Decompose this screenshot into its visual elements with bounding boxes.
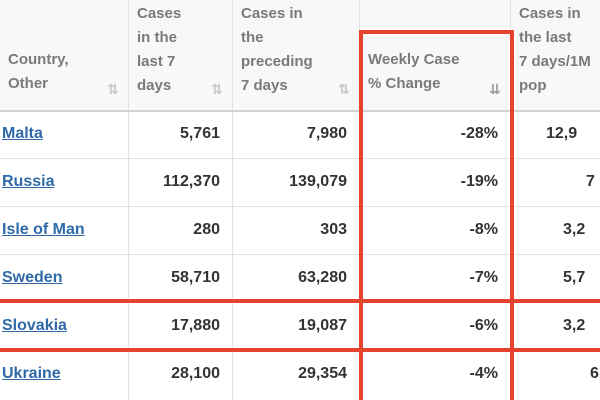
cases-per-million-value: 6 [590, 365, 599, 382]
header-country-line: Country, [8, 51, 69, 68]
cases-preceding-7-days-value: 19,087 [298, 317, 347, 334]
cases-preceding-7-days-value: 303 [320, 221, 347, 238]
header-cases-last-7-days[interactable]: Cases in the last 7 days ⇅ [129, 0, 232, 110]
country-link[interactable]: Isle of Man [2, 221, 85, 238]
cases-per-million-value: 3,2 [563, 317, 586, 334]
header-line: pop [519, 77, 547, 94]
header-line: % Change [368, 75, 441, 92]
header-line: Cases in [241, 5, 303, 22]
header-cases-preceding-7-days[interactable]: Cases in the preceding 7 days ⇅ [233, 0, 359, 110]
cases-last-7-days-value: 5,761 [179, 125, 220, 142]
weekly-change-value: -28% [460, 125, 498, 142]
header-line: Cases in [519, 5, 581, 22]
cases-per-million-value: 5,7 [563, 269, 586, 286]
row-divider [0, 158, 600, 159]
weekly-change-value: -4% [469, 365, 498, 382]
header-line: the [241, 29, 264, 46]
country-link[interactable]: Malta [2, 125, 43, 142]
cases-preceding-7-days-value: 29,354 [298, 365, 347, 382]
column-divider [128, 0, 129, 400]
sort-arrows-icon[interactable]: ⇅ [211, 81, 223, 97]
sort-arrows-icon[interactable]: ⇅ [338, 81, 350, 97]
cases-preceding-7-days-value: 63,280 [298, 269, 347, 286]
cases-last-7-days-value: 280 [193, 221, 220, 238]
header-country[interactable]: Country, Other ⇅ [0, 0, 128, 110]
header-line: Weekly Case [368, 51, 460, 68]
header-line: 7 days/1M [519, 53, 591, 70]
header-country-line: Other [8, 75, 49, 92]
cases-preceding-7-days-value: 7,980 [306, 125, 347, 142]
header-line: the last [519, 29, 572, 46]
header-weekly-case-change[interactable]: Weekly Case % Change ⇊ [360, 0, 510, 110]
cases-last-7-days-value: 112,370 [163, 173, 220, 190]
weekly-change-value: -8% [469, 221, 498, 238]
cases-last-7-days-value: 28,100 [171, 365, 220, 382]
cases-per-million-value: 3,2 [563, 221, 586, 238]
header-divider [0, 110, 600, 112]
cases-per-million-value: 12,9 [546, 125, 578, 142]
header-line: Cases [137, 5, 182, 22]
header-line: days [137, 77, 172, 94]
cases-per-million-value: 7 [586, 173, 595, 190]
header-cases-per-million[interactable]: Cases in the last 7 days/1M pop [511, 0, 600, 110]
header-line: in the [137, 29, 177, 46]
cases-last-7-days-value: 58,710 [171, 269, 220, 286]
sort-arrows-icon[interactable]: ⇅ [107, 81, 119, 97]
row-divider [0, 254, 600, 255]
sort-descending-icon[interactable]: ⇊ [489, 81, 501, 97]
cases-preceding-7-days-value: 139,079 [289, 173, 347, 190]
country-link[interactable]: Slovakia [2, 317, 67, 334]
weekly-change-value: -6% [469, 317, 498, 334]
header-line: last 7 [137, 53, 176, 70]
country-link[interactable]: Russia [2, 173, 55, 190]
header-line: 7 days [241, 77, 288, 94]
cases-last-7-days-value: 17,880 [171, 317, 220, 334]
country-link[interactable]: Sweden [2, 269, 63, 286]
column-divider [232, 0, 233, 400]
header-line: preceding [241, 53, 313, 70]
weekly-change-value: -7% [469, 269, 498, 286]
row-divider [0, 206, 600, 207]
country-link[interactable]: Ukraine [2, 365, 61, 382]
weekly-change-value: -19% [460, 173, 498, 190]
